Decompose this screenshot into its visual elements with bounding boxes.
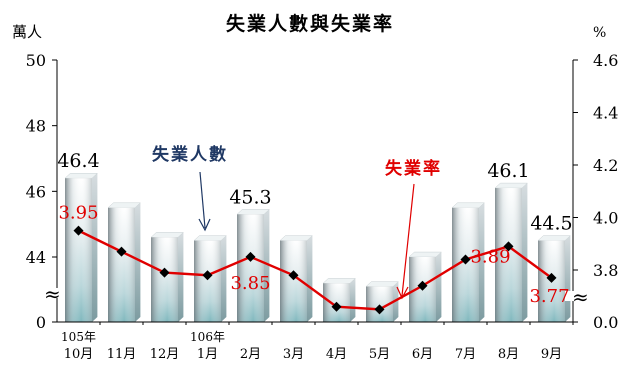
left-tick-label: 46 <box>26 182 46 201</box>
bar-side <box>436 252 441 322</box>
bar-top <box>495 183 527 188</box>
right-tick-label: 3.8 <box>593 261 618 280</box>
x-tick-label: 5月 <box>369 347 390 362</box>
left-tick-label: 48 <box>26 117 46 136</box>
x-tick-label: 10月 <box>64 347 94 362</box>
bar-top <box>151 232 183 237</box>
callout-unemployed-count-text: 失業人數 <box>152 144 228 165</box>
callout-unemployed-count-arrow <box>200 172 205 228</box>
x-tick-label: 12月 <box>150 347 180 362</box>
bar-side <box>565 236 570 322</box>
bar-top <box>538 236 570 241</box>
bar-value-label: 44.5 <box>530 213 572 235</box>
bar-top <box>323 278 355 283</box>
bar-front-shade <box>108 208 135 322</box>
bar-side <box>135 203 140 322</box>
bar <box>65 173 97 322</box>
right-tick-label: 4.6 <box>593 51 618 70</box>
bar-value-label: 46.4 <box>57 150 99 172</box>
unemployed-count-callout: 失業人數 <box>152 144 228 230</box>
bar-top <box>237 209 269 214</box>
bar-side <box>307 236 312 322</box>
bar-top <box>366 282 398 287</box>
bar-top <box>280 236 312 241</box>
bar-side <box>221 236 226 322</box>
bar-value-label: 45.3 <box>229 186 271 208</box>
x-tick-label: 3月 <box>283 347 304 362</box>
bar <box>151 232 183 322</box>
rate-value-label: 3.89 <box>470 246 510 267</box>
bar-top <box>452 203 484 208</box>
x-tick-label: 8月 <box>498 347 519 362</box>
x-tick-year-label: 106年 <box>190 330 225 344</box>
chart-title: 失業人數與失業率 <box>226 12 394 35</box>
right-axis-break-symbol: ≈ <box>572 285 589 309</box>
bar-top <box>194 236 226 241</box>
right-unit-label: % <box>593 25 606 41</box>
left-tick-label: 44 <box>26 248 46 267</box>
left-unit-label: 萬人 <box>12 23 42 41</box>
right-tick-label: 0.0 <box>593 313 618 332</box>
right-tick-label: 4.0 <box>593 209 618 228</box>
bar-side <box>350 278 355 322</box>
bar-front-shade <box>237 214 264 322</box>
bar-front-shade <box>194 241 221 322</box>
x-tick-label: 6月 <box>412 347 433 362</box>
bar-top <box>65 173 97 178</box>
x-tick-label: 4月 <box>326 347 347 362</box>
x-tick-label: 7月 <box>455 347 476 362</box>
callout-unemployment-rate-text: 失業率 <box>385 158 442 179</box>
left-axis-break-symbol: ≈ <box>44 282 61 306</box>
bar-side <box>522 183 527 322</box>
rate-value-label: 3.95 <box>58 203 98 224</box>
bar-front-shade <box>65 178 92 322</box>
bar <box>194 236 226 322</box>
left-tick-label: 50 <box>26 51 46 70</box>
bar-front-shade <box>151 237 178 322</box>
right-tick-label: 4.2 <box>593 156 618 175</box>
bar-side <box>92 173 97 322</box>
bar <box>108 203 140 322</box>
bar <box>280 236 312 322</box>
x-tick-label: 2月 <box>240 347 261 362</box>
x-tick-label: 11月 <box>107 347 137 362</box>
x-tick-label: 1月 <box>197 347 218 362</box>
rate-value-label: 3.85 <box>230 273 270 294</box>
bar-side <box>178 232 183 322</box>
right-tick-label: 4.4 <box>593 104 618 123</box>
bar-top <box>108 203 140 208</box>
x-tick-label: 9月 <box>541 347 562 362</box>
x-tick-year-label: 105年 <box>61 330 96 344</box>
bar-top <box>409 252 441 257</box>
bar-value-label: 46.1 <box>487 160 529 182</box>
left-tick-label: 0 <box>36 313 46 332</box>
rate-value-label: 3.77 <box>529 286 569 307</box>
bar <box>237 209 269 322</box>
